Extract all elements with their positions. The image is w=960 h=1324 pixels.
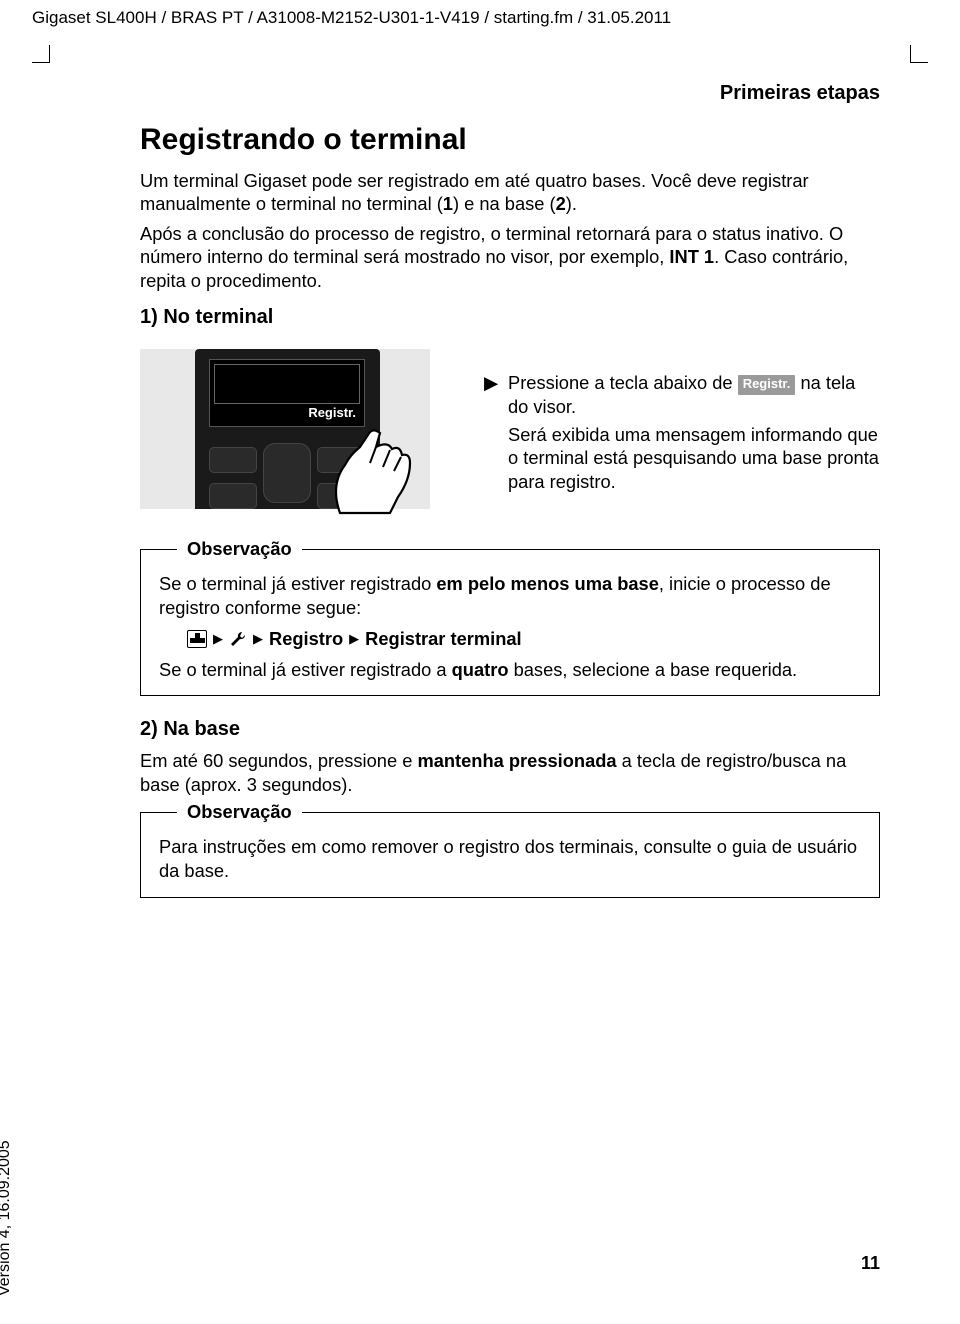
text: ).	[566, 193, 577, 214]
note-paragraph: Para instruções em como remover o regist…	[159, 835, 861, 883]
bold: quatro	[452, 659, 509, 680]
bold: mantenha pressionada	[417, 750, 616, 771]
crop-mark-top-right	[910, 45, 928, 63]
dpad-key	[263, 443, 311, 503]
header-file-path: Gigaset SL400H / BRAS PT / A31008-M2152-…	[32, 8, 671, 28]
note-title: Observação	[177, 538, 302, 560]
spacer	[484, 423, 498, 494]
note-title: Observação	[177, 801, 302, 823]
crop-mark-top-left	[32, 45, 50, 63]
step1-row: Registr. ▶ Pressione a tecla abaixo	[140, 349, 880, 509]
note-paragraph: Se o terminal já estiver registrado em p…	[159, 572, 861, 620]
nav-item: Registro	[269, 628, 343, 650]
softkey-chip: Registr.	[738, 375, 796, 395]
bold-1: 1	[443, 193, 453, 214]
text: Se o terminal já estiver registrado a	[159, 659, 452, 680]
bold: em pelo menos uma base	[436, 573, 659, 594]
page-section-label: Primeiras etapas	[140, 82, 880, 105]
page-title: Registrando o terminal	[140, 123, 880, 157]
note-box-1: Observação Se o terminal já estiver regi…	[140, 549, 880, 696]
bullet-text: Pressione a tecla abaixo de Registr. na …	[508, 371, 880, 419]
bold-2: 2	[556, 193, 566, 214]
arrow-icon: ▶	[253, 631, 263, 647]
subheading-terminal: 1) No terminal	[140, 306, 880, 329]
wrench-icon	[229, 630, 247, 648]
intro-paragraph-1: Um terminal Gigaset pode ser registrado …	[140, 169, 880, 216]
bullet-item: ▶ Pressione a tecla abaixo de Registr. n…	[484, 371, 880, 419]
step1-text: ▶ Pressione a tecla abaixo de Registr. n…	[484, 349, 880, 509]
base-paragraph: Em até 60 segundos, pressione e mantenha…	[140, 749, 880, 796]
nav-item: Registrar terminal	[365, 628, 521, 650]
text: Em até 60 segundos, pressione e	[140, 750, 417, 771]
page-number: 11	[861, 1253, 880, 1274]
intro-paragraph-2: Após a conclusão do processo de registro…	[140, 222, 880, 292]
bullet-arrow-icon: ▶	[484, 371, 498, 419]
arrow-icon: ▶	[349, 631, 359, 647]
bold-int1: INT 1	[669, 246, 714, 267]
bullet-text: Será exibida uma mensagem informando que…	[508, 423, 880, 494]
note-box-2: Observação Para instruções em como remov…	[140, 812, 880, 898]
screen-frame	[214, 364, 360, 404]
version-text: Version 4, 16.09.2005	[0, 1140, 14, 1296]
phone-illustration: Registr.	[140, 349, 430, 509]
text: bases, selecione a base requerida.	[509, 659, 798, 680]
text: Se o terminal já estiver registrado	[159, 573, 436, 594]
key	[209, 447, 257, 473]
page-content: Primeiras etapas Registrando o terminal …	[140, 82, 880, 920]
key	[209, 483, 257, 509]
menu-navigation: ▶ ▶ Registro ▶ Registrar terminal	[187, 628, 861, 650]
menu-icon	[187, 630, 207, 648]
text: ) e na base (	[453, 193, 556, 214]
note-paragraph: Se o terminal já estiver registrado a qu…	[159, 658, 861, 682]
bullet-continuation: Será exibida uma mensagem informando que…	[484, 423, 880, 494]
hand-icon	[310, 405, 430, 515]
arrow-icon: ▶	[213, 631, 223, 647]
subheading-base: 2) Na base	[140, 718, 880, 741]
text: Pressione a tecla abaixo de	[508, 372, 738, 393]
